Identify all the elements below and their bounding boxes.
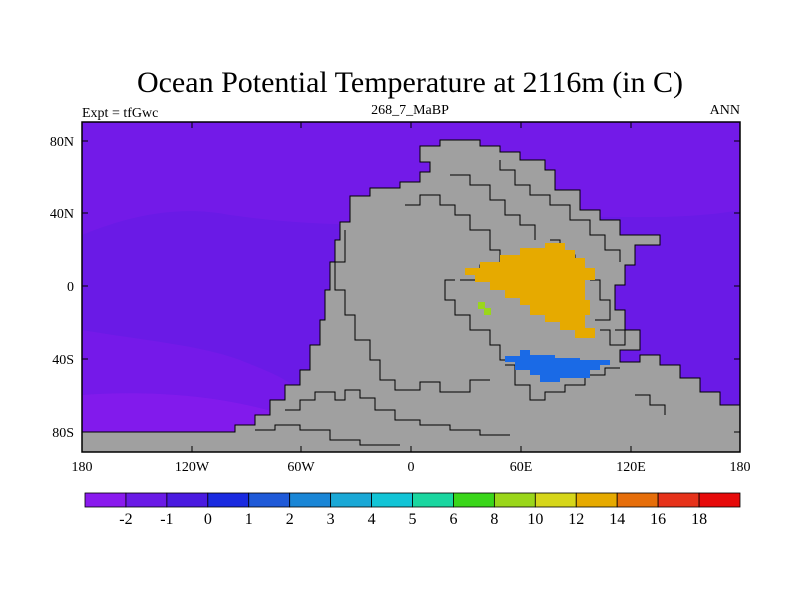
lat-tick-label: 80S — [52, 426, 74, 441]
colorbar-swatch — [371, 492, 413, 508]
colorbar-label: 16 — [650, 511, 666, 528]
axis-ticks — [81, 122, 741, 452]
colorbar-label: -1 — [160, 511, 173, 528]
colorbar-swatch — [698, 492, 741, 508]
green-patch — [478, 302, 485, 309]
season-label: ANN — [710, 103, 740, 118]
lon-tick-label: 120W — [175, 460, 210, 475]
colorbar: -2 -1 0 1 2 3 4 5 6 8 10 12 14 16 18 — [84, 492, 741, 528]
colorbar-swatch — [412, 492, 454, 508]
colorbar-swatch — [289, 492, 332, 508]
colorbar-swatch — [207, 492, 250, 508]
colorbar-swatch — [534, 492, 577, 508]
lon-tick-label: 60E — [510, 460, 533, 475]
colorbar-label: 2 — [286, 511, 294, 528]
lon-tick-label: 180 — [730, 460, 751, 475]
colorbar-label: 6 — [449, 511, 457, 528]
colorbar-label: 3 — [327, 511, 335, 528]
lat-tick-label: 0 — [67, 280, 74, 295]
colorbar-swatch — [166, 492, 209, 508]
experiment-label: Expt = tfGwc — [82, 106, 158, 121]
figure-subtitle: 268_7_MaBP — [371, 103, 449, 118]
colorbar-swatch — [616, 492, 659, 508]
figure-title: Ocean Potential Temperature at 2116m (in… — [137, 66, 683, 99]
lon-tick-label: 120E — [616, 460, 646, 475]
colorbar-label: -2 — [119, 511, 132, 528]
lat-tick-label: 40S — [52, 353, 74, 368]
blue-patch — [505, 350, 610, 382]
colorbar-label: 8 — [490, 511, 498, 528]
colorbar-label: 0 — [204, 511, 212, 528]
map-panel — [81, 121, 741, 453]
green-patch — [484, 308, 491, 315]
colorbar-swatch — [575, 492, 618, 508]
colorbar-label: 4 — [368, 511, 376, 528]
colorbar-label: 14 — [609, 511, 625, 528]
colorbar-swatch — [493, 492, 536, 508]
colorbar-swatch — [330, 492, 372, 508]
colorbar-label: 1 — [245, 511, 253, 528]
colorbar-swatch — [453, 492, 495, 508]
lat-tick-label: 40N — [50, 207, 74, 222]
colorbar-swatch — [248, 492, 291, 508]
colorbar-swatch — [125, 492, 168, 508]
lon-tick-label: 60W — [287, 460, 315, 475]
lat-tick-label: 80N — [50, 135, 74, 150]
colorbar-label: 5 — [409, 511, 417, 528]
lon-tick-label: 180 — [72, 460, 93, 475]
colorbar-label: 12 — [568, 511, 584, 528]
colorbar-swatch — [84, 492, 127, 508]
coastlines — [255, 160, 666, 446]
lon-tick-label: 0 — [408, 460, 415, 475]
colorbar-label: 10 — [527, 511, 543, 528]
warm-basin — [465, 243, 595, 338]
colorbar-label: 18 — [691, 511, 707, 528]
colorbar-swatch — [657, 492, 700, 508]
